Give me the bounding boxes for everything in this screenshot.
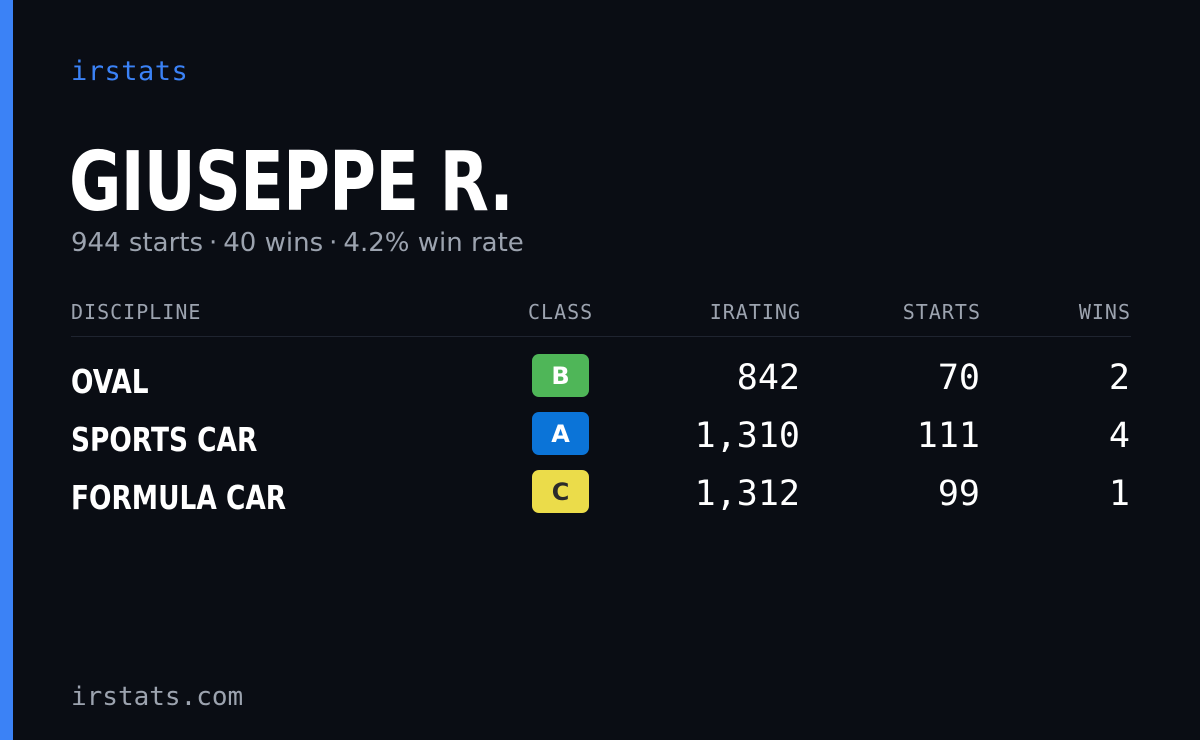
class-badge: C: [532, 470, 589, 513]
class-badge: B: [532, 354, 589, 397]
class-badge: A: [532, 412, 589, 455]
wins-value: 2: [1108, 358, 1130, 398]
summary-separator: ·: [209, 228, 218, 258]
starts-summary: 944 starts: [71, 228, 203, 258]
win-rate-summary: 4.2% win rate: [343, 228, 524, 258]
brand-logo: irstats: [71, 56, 189, 87]
irating-value: 1,312: [694, 474, 800, 514]
table-header: DISCIPLINE CLASS IRATING STARTS WINS: [71, 300, 1131, 337]
discipline-name: FORMULA CAR: [71, 478, 287, 517]
footer-url[interactable]: irstats.com: [71, 682, 244, 712]
header-irating: IRATING: [709, 300, 801, 324]
accent-bar: [0, 0, 13, 740]
starts-value: 99: [937, 474, 980, 514]
wins-value: 4: [1108, 416, 1130, 456]
irating-value: 842: [736, 358, 800, 398]
header-wins: WINS: [1078, 300, 1131, 324]
wins-summary: 40 wins: [223, 228, 324, 258]
header-discipline: DISCIPLINE: [71, 300, 202, 324]
irating-value: 1,310: [694, 416, 800, 456]
player-summary: 944 starts · 40 wins · 4.2% win rate: [71, 228, 524, 258]
table-row: OVAL B 842 70 2: [71, 354, 1131, 412]
discipline-name: SPORTS CAR: [71, 420, 258, 459]
table-row: FORMULA CAR C 1,312 99 1: [71, 470, 1131, 528]
summary-separator: ·: [329, 228, 338, 258]
table-row: SPORTS CAR A 1,310 111 4: [71, 412, 1131, 470]
starts-value: 70: [937, 358, 980, 398]
starts-value: 111: [916, 416, 980, 456]
header-class: CLASS: [528, 300, 594, 324]
player-name: GIUSEPPE R.: [69, 135, 514, 230]
wins-value: 1: [1108, 474, 1130, 514]
header-starts: STARTS: [902, 300, 981, 324]
discipline-name: OVAL: [71, 362, 149, 401]
